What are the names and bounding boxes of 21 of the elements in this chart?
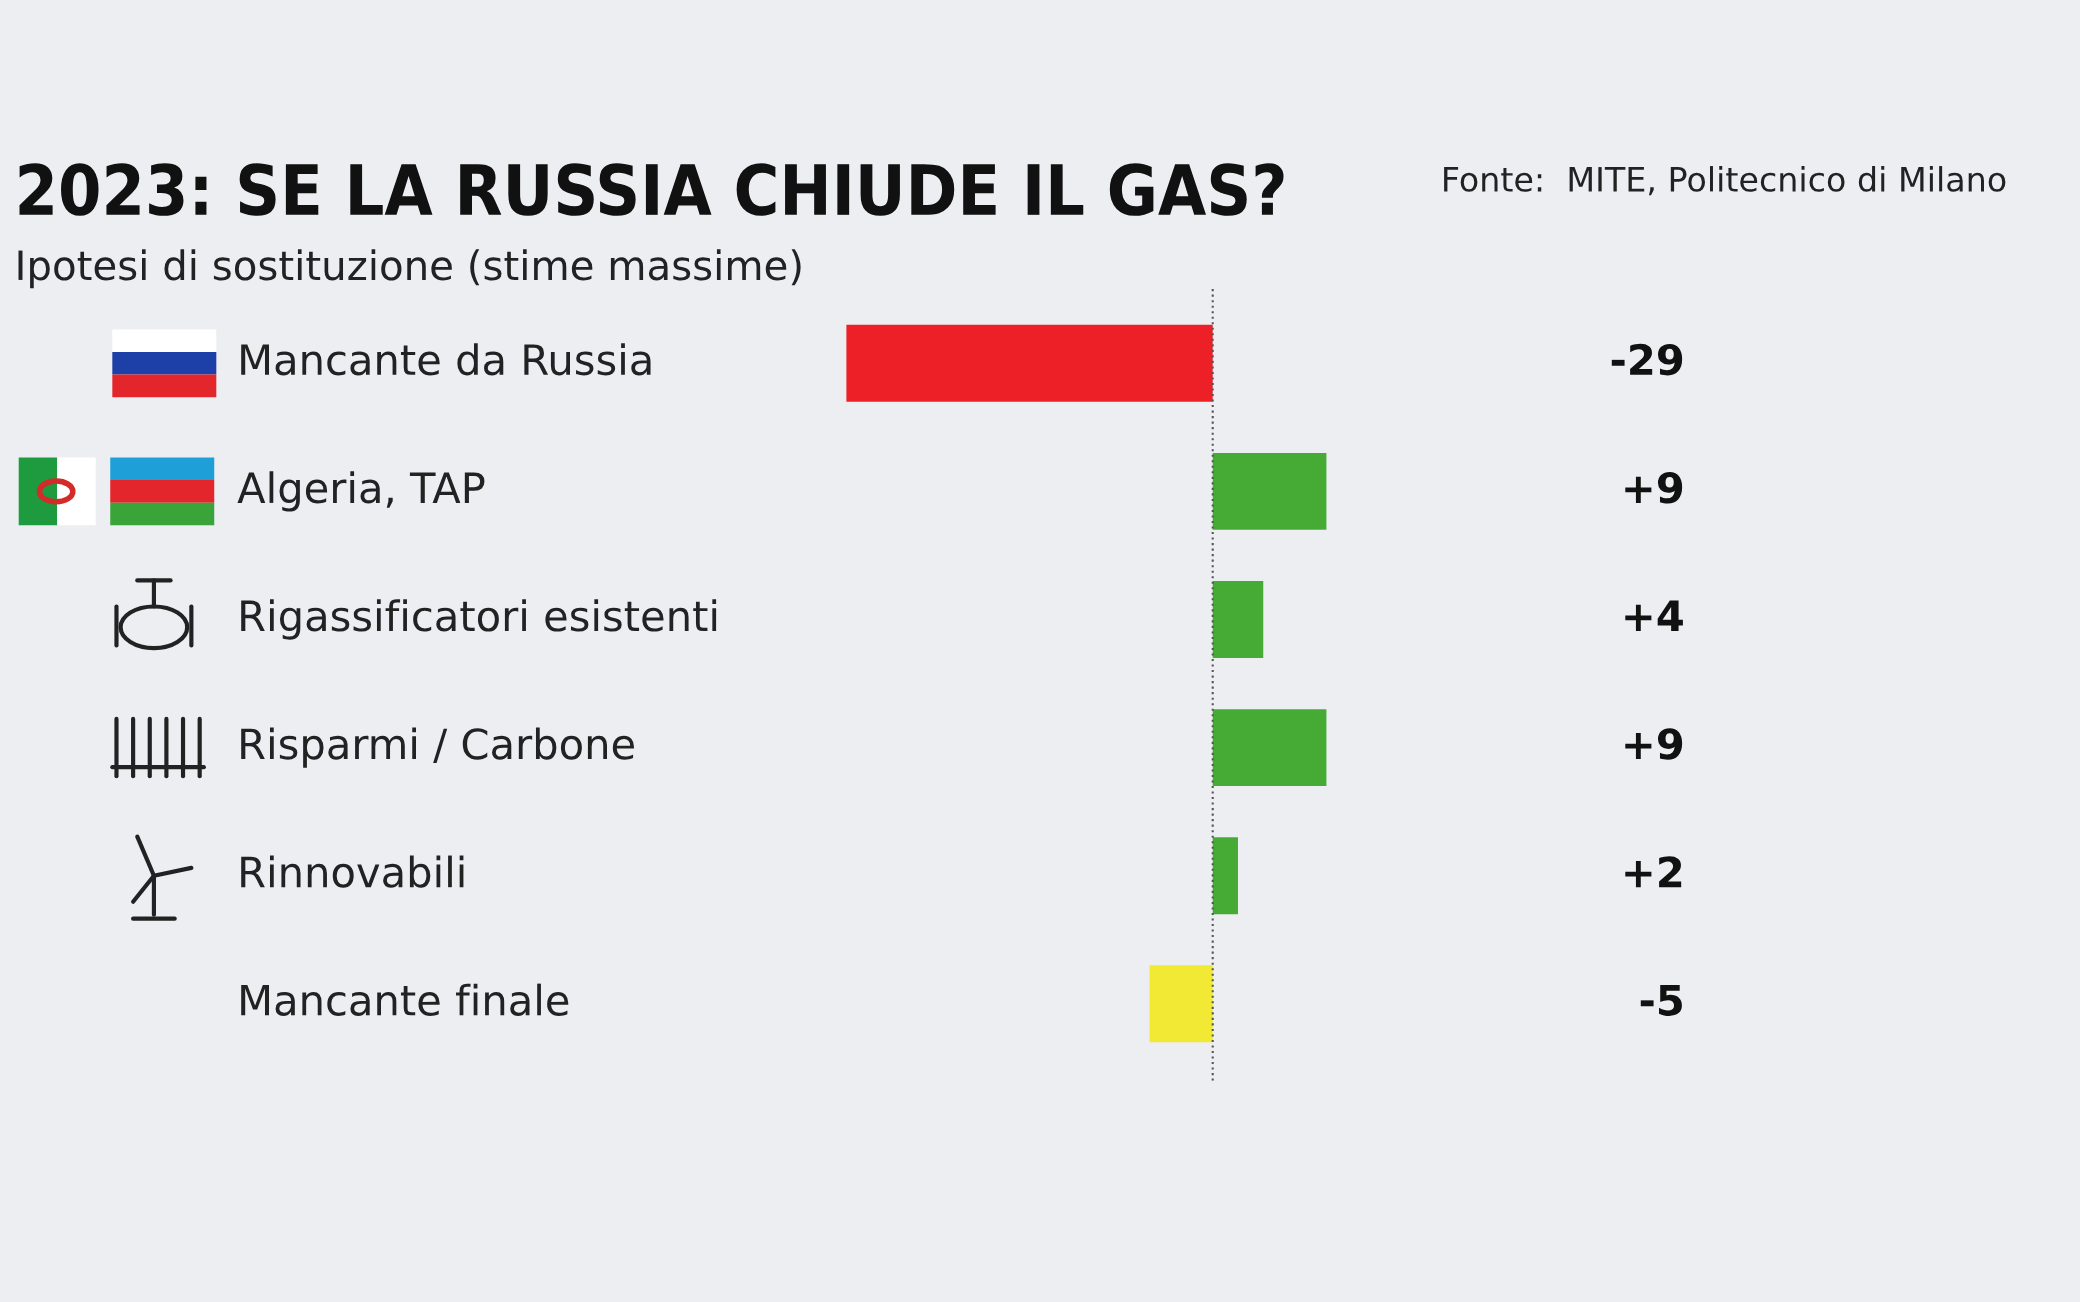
source-note: Fonte: MITE, Politecnico di Milano (1444, 166, 2006, 196)
bar (1212, 837, 1238, 915)
data-label: +4 (1625, 600, 1683, 631)
bar (1212, 581, 1264, 658)
data-label: -5 (1640, 984, 1682, 1016)
y-tick-label: Rinnovabili (241, 855, 464, 888)
data-label: +2 (1625, 856, 1682, 888)
y-tick-label: Algeria, TAP (237, 471, 485, 512)
y-tick-label: Risparmi / Carbone (241, 727, 634, 768)
text: Ipotesi di sostituzione (stime massime) (18, 249, 801, 289)
chart-title: 2023: SE LA RUSSIA CHIUDE IL GAS? (19, 163, 1284, 216)
y-tick-label: Rigassificatori esistenti (241, 599, 717, 640)
y-tick-label: Mancante finale (241, 983, 569, 1016)
data-label: +9 (1625, 728, 1683, 760)
bar (846, 324, 1213, 402)
data-label: -29 (1611, 343, 1683, 376)
bar (1212, 452, 1327, 530)
data-label: +9 (1625, 472, 1683, 504)
bar (1149, 965, 1213, 1043)
y-tick-label: Mancante da Russia (241, 343, 651, 376)
bar (1212, 709, 1327, 787)
